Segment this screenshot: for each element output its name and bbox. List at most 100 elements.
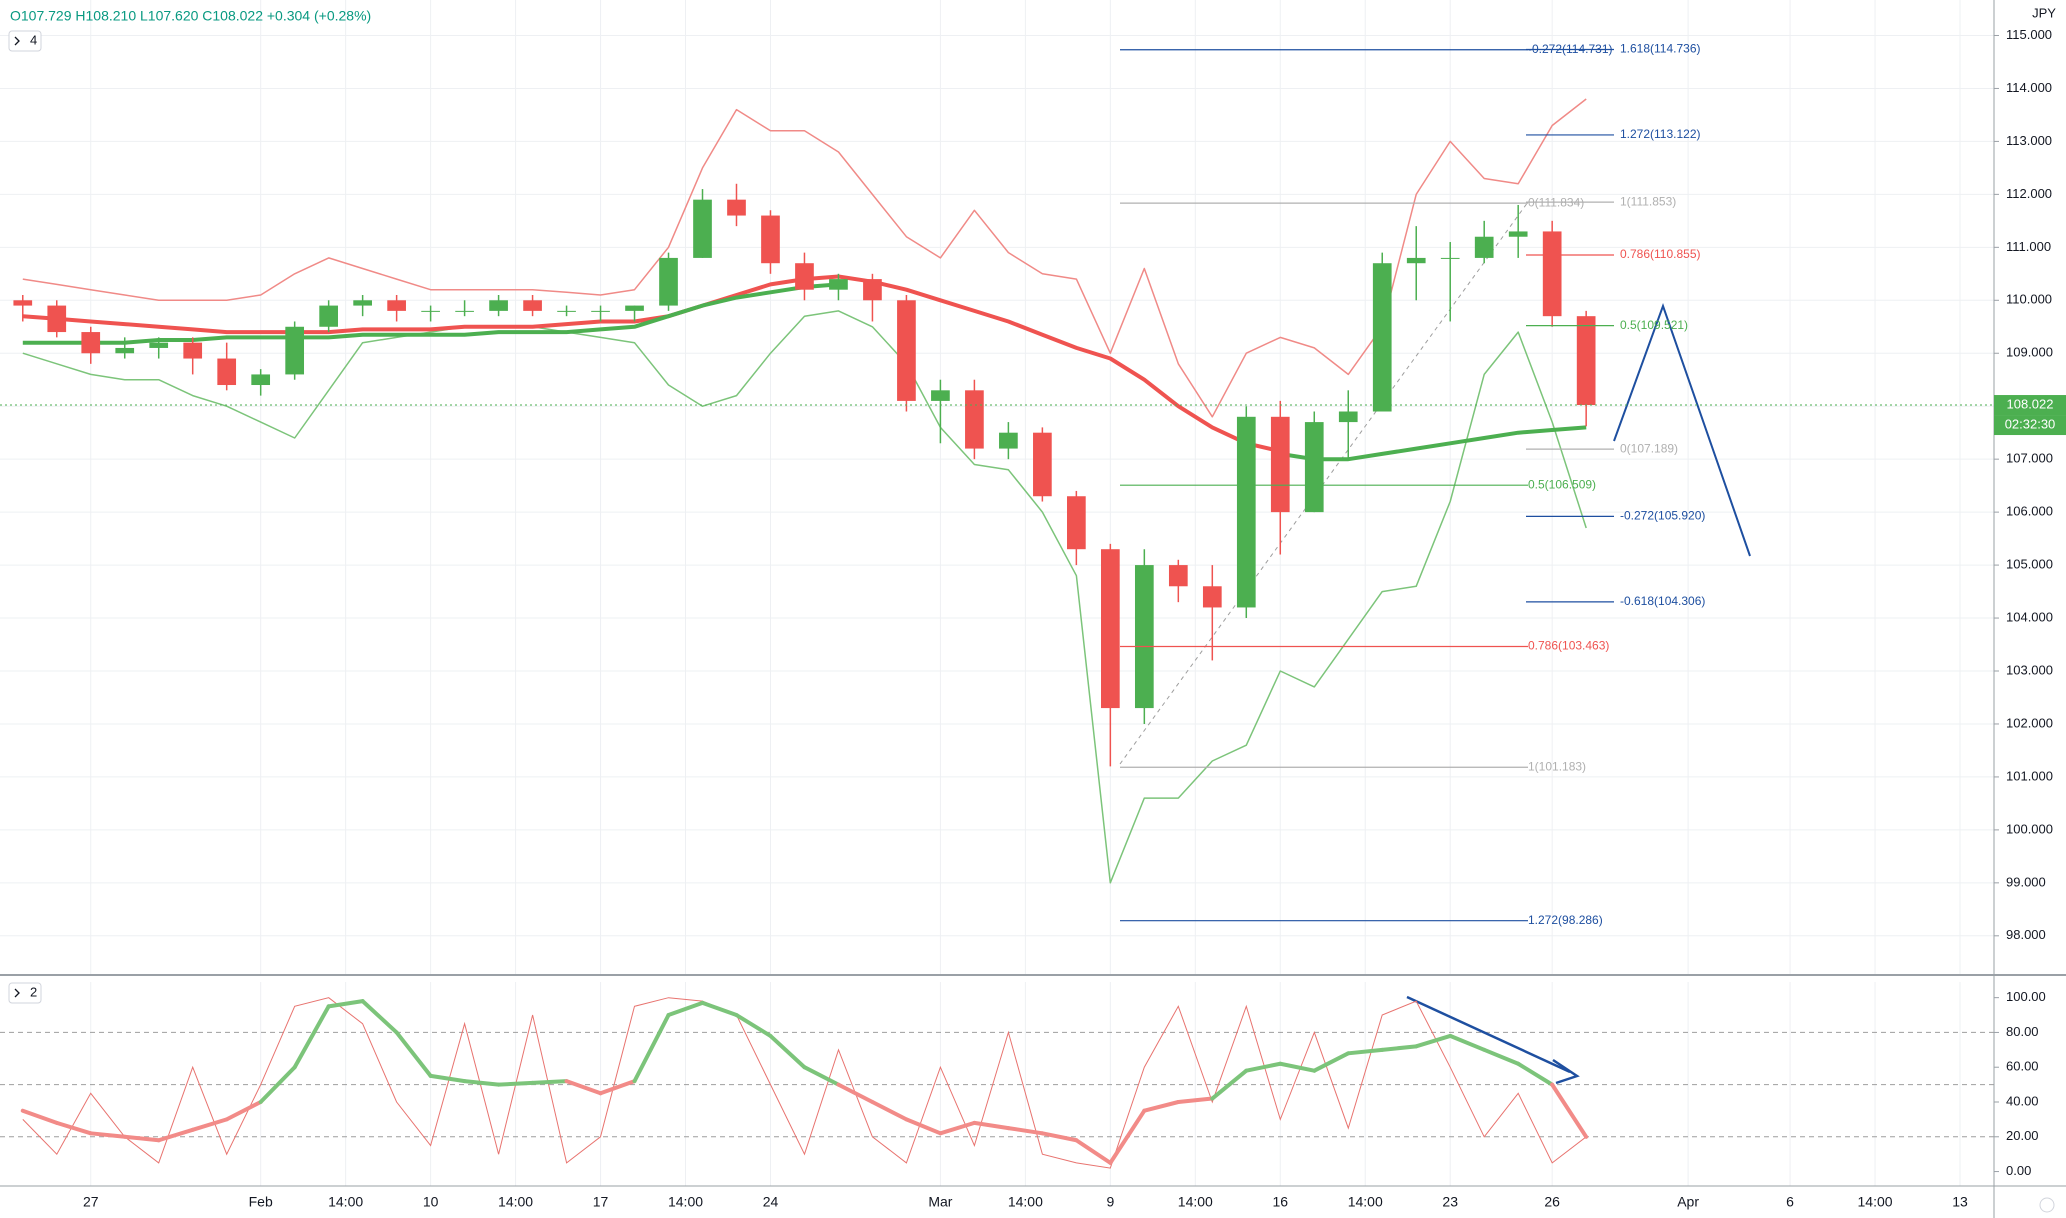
candle-body	[727, 199, 746, 216]
x-tick-label: 14:00	[1858, 1194, 1893, 1210]
oscillator-segment	[802, 1065, 841, 1087]
pane-toggle-box[interactable]	[8, 982, 42, 1004]
oscillator-segment	[904, 1117, 943, 1136]
oscillator-segment	[360, 999, 399, 1035]
oscillator-segment	[462, 1079, 501, 1087]
oscillator-segment	[1380, 1044, 1419, 1052]
candle-body	[761, 215, 780, 264]
countdown-box	[1994, 415, 2066, 436]
candle-body	[1304, 422, 1324, 513]
x-tick-label: 14:00	[668, 1194, 703, 1210]
candle-body	[965, 390, 984, 449]
candle-body	[489, 300, 508, 311]
fib-label: 1(101.183)	[1528, 759, 1586, 773]
candle-body	[557, 310, 576, 312]
y-tick-label: 110.000	[2006, 292, 2052, 307]
y-tick-label: 60.00	[2006, 1059, 2039, 1074]
x-tick-label: 27	[83, 1194, 99, 1210]
candle-body	[387, 300, 406, 311]
x-tick-label: 13	[1952, 1194, 1968, 1210]
oscillator-segment	[292, 1004, 331, 1070]
y-tick-label: 40.00	[2006, 1093, 2039, 1108]
projection-path	[1613, 303, 1751, 557]
fib-label: 0(107.189)	[1620, 441, 1678, 455]
candle-body	[81, 332, 101, 354]
y-tick-label: 80.00	[2006, 1024, 2039, 1039]
candle-body	[795, 263, 814, 290]
oscillator-segment	[564, 1079, 603, 1096]
fib-label: 0.5(106.509)	[1528, 477, 1596, 491]
oscillator-segment	[938, 1120, 977, 1136]
pane-toggle-box[interactable]	[8, 30, 42, 52]
oscillator-segment	[1448, 1033, 1487, 1052]
oscillator-segment	[122, 1134, 161, 1143]
candle-body	[931, 390, 950, 401]
oscillator-segment	[54, 1120, 93, 1136]
currency-label: JPY	[2032, 5, 2056, 20]
candle-body	[693, 199, 712, 258]
oscillator-segment	[1142, 1100, 1181, 1113]
candle-body	[1067, 496, 1086, 550]
x-tick-label: 24	[763, 1194, 779, 1210]
fib-label: 0.5(109.521)	[1620, 318, 1688, 332]
oscillator-segment	[1516, 1061, 1555, 1087]
candle-body	[659, 257, 678, 306]
y-tick-label: 106.000	[2006, 504, 2053, 519]
candle-body	[1406, 257, 1426, 264]
y-tick-label: 99.000	[2006, 874, 2046, 889]
overlay-line	[22, 310, 1587, 884]
y-tick-label: 100.000	[2006, 821, 2053, 836]
oscillator-segment	[1482, 1047, 1521, 1066]
candle-body	[829, 279, 848, 290]
candle-body	[421, 310, 440, 312]
marks-layer: -0.272(114.731)0(111.834)0.5(106.509)0.7…	[13, 42, 1751, 1169]
pane-toggle[interactable]: 4	[8, 30, 42, 52]
y-tick-label: 100.00	[2006, 989, 2046, 1004]
oscillator-segment	[768, 1033, 807, 1070]
y-tick-label: 104.000	[2006, 609, 2053, 624]
oscillator-segment	[734, 1013, 773, 1038]
ohlc-header: O107.729 H108.210 L107.620 C108.022 +0.3…	[10, 8, 371, 24]
oscillator-segment	[428, 1073, 467, 1084]
x-tick-label: 23	[1442, 1194, 1458, 1210]
countdown-label: 02:32:30	[2005, 416, 2056, 431]
x-tick-label: Feb	[249, 1194, 273, 1210]
oscillator-segment	[394, 1030, 433, 1078]
candle-body	[1270, 416, 1290, 513]
candle-body	[1338, 411, 1358, 423]
oscillator-segment	[1278, 1061, 1317, 1073]
divergence-arrow	[1406, 995, 1571, 1074]
candle-body	[591, 310, 610, 312]
pane-toggle[interactable]: 2	[8, 982, 42, 1004]
oscillator-segment	[1176, 1096, 1215, 1104]
candle-body	[319, 305, 338, 327]
fib-label: 1.272(98.286)	[1528, 913, 1603, 927]
last-price-box	[1994, 395, 2066, 416]
candle-body	[625, 305, 644, 311]
oscillator-segment	[88, 1131, 127, 1139]
auto-scale-button[interactable]	[2039, 1197, 2055, 1213]
oscillator-segment	[20, 1108, 59, 1125]
candle-body	[1033, 432, 1052, 497]
oscillator-segment	[326, 999, 365, 1009]
y-tick-label: 115.000	[2006, 27, 2052, 42]
last-price-label: 108.022	[2007, 396, 2054, 411]
oscillator-segment	[156, 1127, 195, 1143]
pane-label: 2	[30, 984, 37, 999]
candle-body	[1168, 565, 1188, 587]
oscillator-segment	[1244, 1061, 1283, 1073]
candle-body	[1474, 236, 1494, 258]
y-tick-label: 114.000	[2006, 80, 2052, 95]
oscillator-segment	[1550, 1082, 1589, 1139]
y-tick-label: 20.00	[2006, 1128, 2039, 1143]
oscillator-segment	[1006, 1126, 1045, 1136]
candle-body	[217, 358, 237, 386]
y-tick-label: 109.000	[2006, 345, 2053, 360]
oscillator-segment	[190, 1117, 229, 1132]
oscillator-segment	[1108, 1108, 1147, 1165]
y-tick-label: 102.000	[2006, 715, 2053, 730]
x-tick-label: 14:00	[1178, 1194, 1213, 1210]
oscillator-segment	[1312, 1051, 1351, 1073]
